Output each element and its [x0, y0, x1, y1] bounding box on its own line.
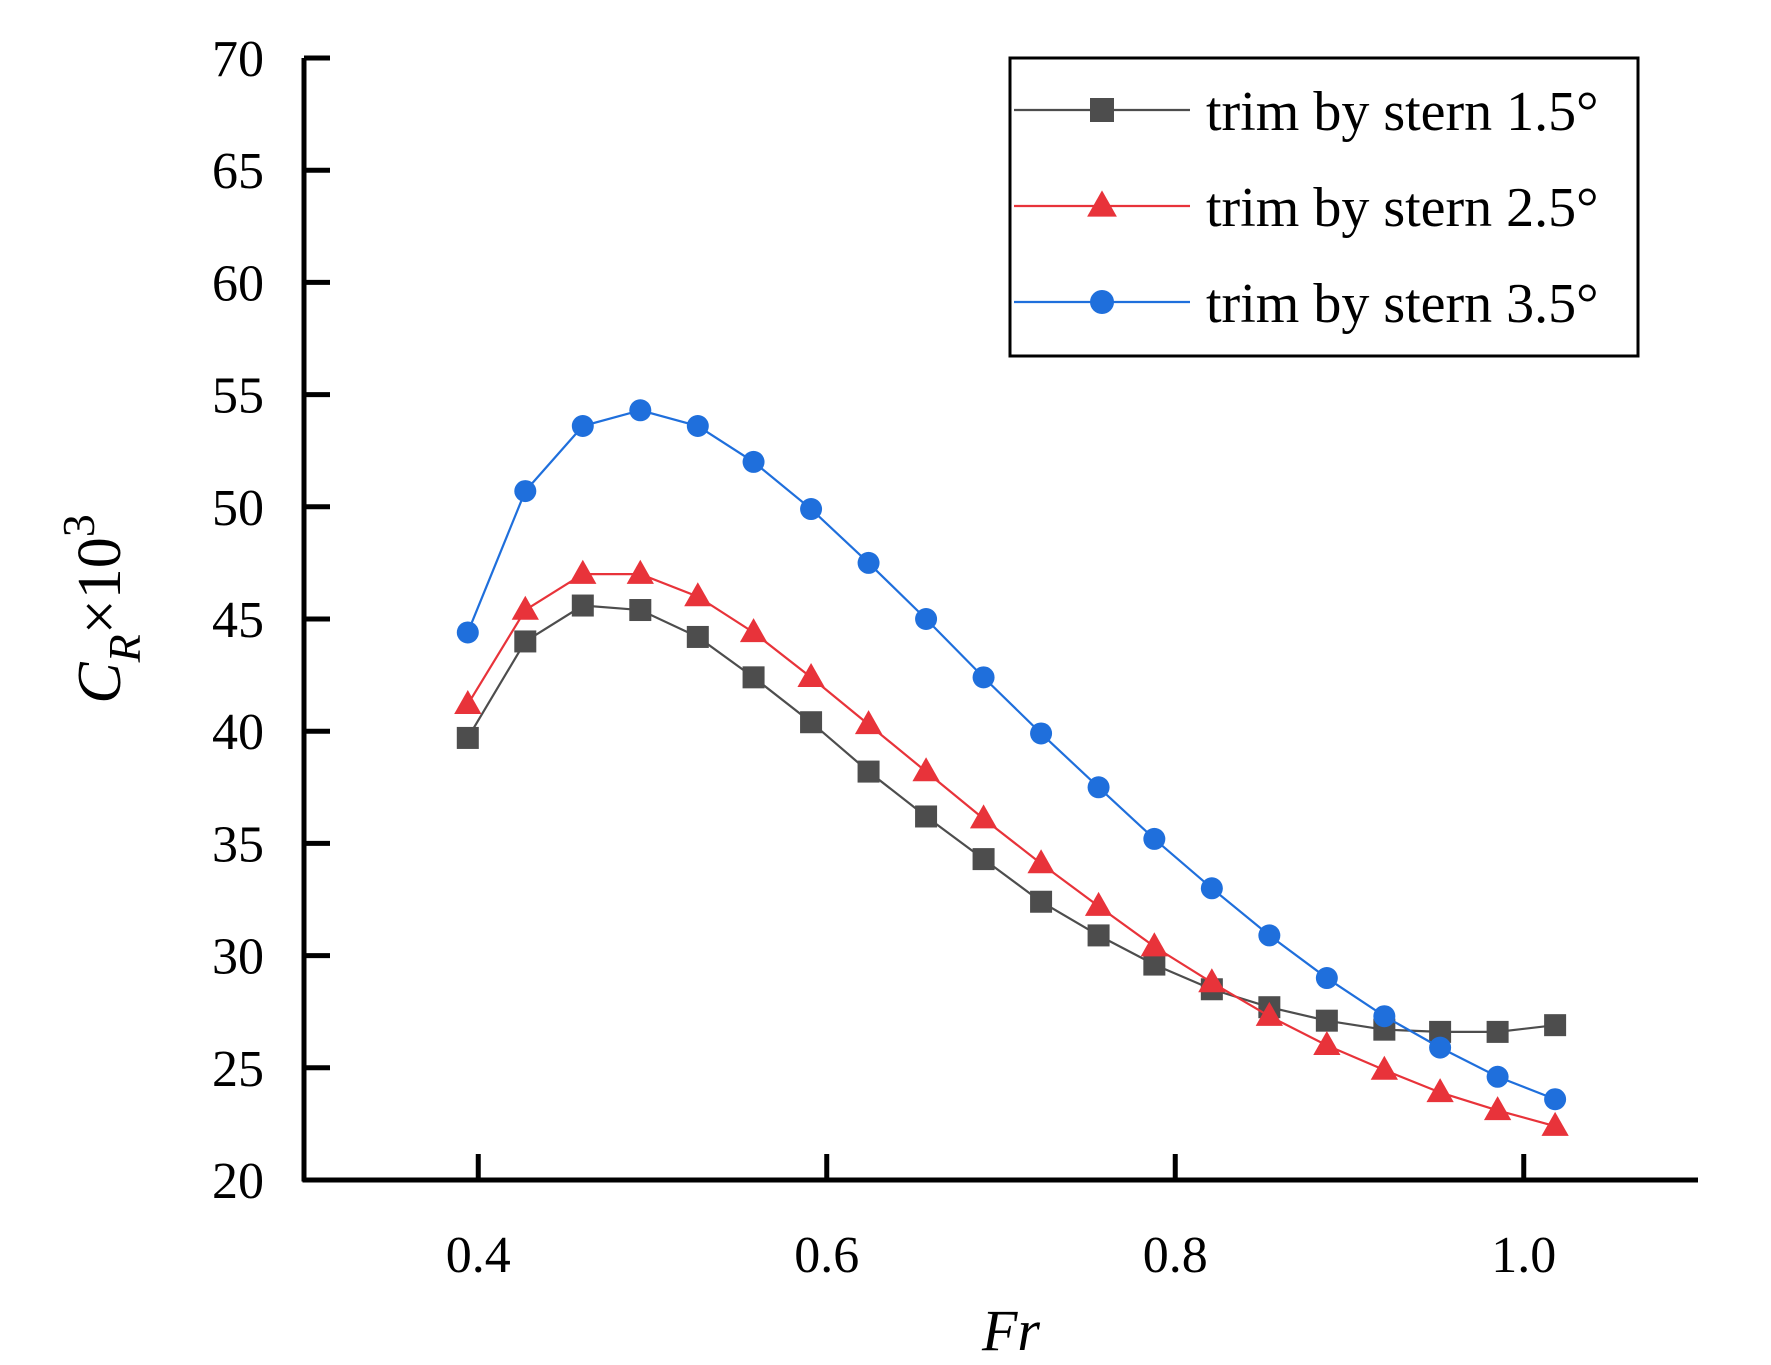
legend-marker: [1087, 190, 1117, 217]
series-3-point: [1429, 1036, 1452, 1059]
series-1-point: [686, 625, 709, 648]
legend-item-1: trim by stern 1.5°: [1014, 81, 1599, 143]
series-3-point: [456, 621, 479, 644]
series-1-line: [466, 604, 1556, 1033]
series-1-point: [1315, 1009, 1338, 1032]
series-3-point: [571, 415, 594, 438]
y-tick-label: 30: [212, 929, 264, 986]
y-axis-title: CR×103: [53, 514, 150, 703]
series-3-point: [1315, 967, 1338, 990]
series-3-point: [1258, 924, 1281, 947]
series-1-point: [1030, 890, 1053, 913]
series-3-point: [629, 399, 652, 422]
legend-item-3: trim by stern 3.5°: [1014, 273, 1599, 335]
series-2-point: [569, 559, 597, 584]
series-3-point: [686, 415, 709, 438]
legend-marker: [1090, 290, 1114, 314]
series-2-point: [854, 710, 883, 735]
series-3-line: [466, 409, 1556, 1101]
legend-marker: [1090, 98, 1114, 122]
x-axis-title: Fr: [981, 1298, 1040, 1363]
series-2-point: [626, 559, 654, 584]
series-2-point: [1370, 1055, 1398, 1080]
series-3-point: [972, 666, 995, 689]
legend-label: trim by stern 2.5°: [1206, 177, 1599, 239]
series-2-point: [511, 595, 539, 620]
series-2-point: [1027, 849, 1055, 874]
series-2-point: [1255, 1001, 1283, 1026]
series-1-point: [1087, 924, 1110, 947]
series-1-point: [514, 630, 537, 653]
y-tick-label: 40: [212, 704, 264, 761]
series-3-point: [800, 498, 823, 521]
legend-label: trim by stern 1.5°: [1206, 81, 1599, 143]
x-tick-label: 1.0: [1491, 1227, 1556, 1284]
series-2-line: [466, 573, 1556, 1128]
series-3-point: [1200, 877, 1223, 900]
series-3-point: [1544, 1088, 1567, 1111]
series-2-point: [1426, 1078, 1454, 1103]
series-1-point: [1544, 1014, 1567, 1037]
series-2-point: [1313, 1031, 1341, 1056]
series-1-point: [857, 760, 880, 783]
x-tick-label: 0.4: [446, 1227, 511, 1284]
series-1-point: [800, 711, 823, 734]
series-2-point: [1084, 891, 1113, 916]
y-tick-label: 60: [212, 255, 264, 312]
series-2-point: [454, 689, 482, 714]
y-tick-label: 45: [212, 592, 264, 649]
series-3-point: [1486, 1065, 1509, 1088]
series-1-point: [742, 666, 765, 689]
y-tick-label: 25: [212, 1041, 264, 1098]
plot-marks: [454, 399, 1569, 1136]
series-1: [456, 594, 1567, 1043]
series-1-point: [629, 599, 652, 622]
y-tick-label: 55: [212, 368, 264, 425]
series-3-point: [1087, 776, 1110, 799]
series-3: [456, 399, 1567, 1111]
series-3-point: [857, 551, 880, 574]
series-2-point: [797, 663, 825, 688]
series-1-point: [1486, 1020, 1509, 1043]
series-2-point: [1483, 1096, 1512, 1121]
series-1-point: [915, 805, 938, 828]
series-3-point: [1143, 827, 1166, 850]
series-3-point: [742, 450, 765, 473]
series-3-point: [514, 480, 537, 503]
series-2-point: [739, 618, 768, 643]
y-axis-title-text: CR×103: [53, 514, 150, 703]
series-2: [454, 559, 1569, 1136]
series-2-point: [1140, 932, 1168, 957]
series-1-point: [571, 594, 594, 617]
legend-label: trim by stern 3.5°: [1206, 273, 1599, 335]
series-2-point: [1198, 968, 1226, 993]
series-2-point: [912, 757, 940, 782]
series-3-point: [1030, 722, 1053, 745]
y-tick-label: 35: [212, 816, 264, 873]
series-2-point: [1541, 1111, 1569, 1136]
y-tick-label: 50: [212, 480, 264, 537]
series-3-point: [1373, 1005, 1396, 1028]
series-2-point: [969, 804, 998, 829]
series-2-point: [684, 582, 712, 607]
series-1-point: [1143, 953, 1166, 976]
y-tick-label: 20: [212, 1153, 264, 1210]
series-3-point: [915, 608, 938, 630]
axes: 20 25 30 35 40 45 50 55 60 65 70 0.4 0.6 0.8 1.0 Fr CR×1…: [53, 31, 1698, 1363]
x-tick-label: 0.6: [794, 1227, 859, 1284]
y-tick-label: 70: [212, 31, 264, 88]
series-1-point: [972, 848, 995, 871]
y-tick-label: 65: [212, 143, 264, 200]
legend: trim by stern 1.5° trim by stern 2.5° trim…: [1008, 56, 1640, 358]
series-1-point: [1429, 1020, 1452, 1043]
x-tick-label: 0.8: [1143, 1227, 1208, 1284]
series-1-point: [456, 726, 479, 749]
legend-item-2: trim by stern 2.5°: [1014, 177, 1599, 239]
